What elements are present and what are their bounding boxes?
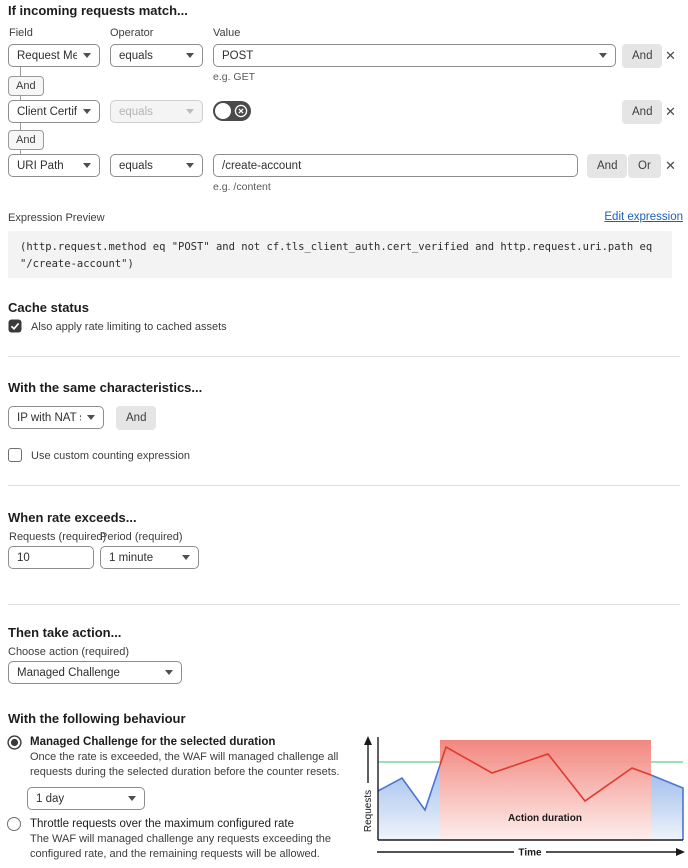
section-heading-action: Then take action... [8,625,122,640]
requests-label: Requests (required) [9,531,107,543]
requests-line-above [439,745,652,803]
y-arrow-head-icon [364,736,372,745]
action-select[interactable]: Managed Challenge [8,661,182,684]
chevron-down-icon [186,53,194,58]
x-axis-label: Time [518,848,542,859]
edit-expression-link[interactable]: Edit expression [604,211,683,223]
value-combobox-row1-value: POST [222,49,254,62]
field-select-row2[interactable]: Client Certific... [8,100,100,123]
field-select-row1[interactable]: Request Meth... [8,44,100,67]
section-divider [8,485,680,486]
chevron-down-icon [83,163,91,168]
expression-code: (http.request.method eq "POST" and not c… [8,231,672,278]
operator-select-row1-value: equals [119,49,153,62]
requests-input[interactable] [8,546,94,569]
and-characteristic-button[interactable]: And [116,406,157,430]
duration-option-desc: Once the rate is exceeded, the WAF will … [30,751,340,778]
requests-line-below-right [650,774,684,840]
characteristic-select[interactable]: IP with NAT s... [8,406,104,429]
throttle-option-title: Throttle requests over the maximum confi… [30,818,294,830]
toggle-knob [215,103,231,119]
field-select-row3[interactable]: URI Path [8,154,100,177]
custom-counting-checkbox-label: Use custom counting expression [31,450,190,462]
behaviour-chart: Requests Time Action duration [363,736,685,859]
operator-column-label: Operator [110,27,154,39]
chevron-down-icon [83,53,91,58]
value-input-row3[interactable] [213,154,578,177]
cached-assets-checkbox-checked[interactable] [8,319,22,333]
action-duration-region [440,740,651,840]
and-condition-button-row3[interactable]: And [587,154,628,178]
characteristic-select-value: IP with NAT s... [17,411,81,424]
action-select-value: Managed Challenge [17,666,120,679]
custom-counting-checkbox[interactable] [8,448,22,462]
value-hint-row1: e.g. GET [213,71,256,83]
and-connector-chip-1: And [8,76,44,96]
section-divider [8,604,680,605]
duration-option-title: Managed Challenge for the selected durat… [30,736,276,748]
close-icon-row3[interactable]: ✕ [665,158,676,173]
x-arrow-head-icon [676,848,685,856]
operator-select-row3-value: equals [119,159,153,172]
section-heading-behaviour: With the following behaviour [8,711,186,726]
action-duration-annotation: Action duration [508,813,582,824]
duration-select[interactable]: 1 day [27,787,145,810]
value-combobox-row1[interactable]: POST [213,44,616,67]
chevron-down-icon [165,670,173,675]
chevron-down-icon [128,796,136,801]
choose-action-label: Choose action (required) [8,646,130,658]
operator-select-row3[interactable]: equals [110,154,203,177]
duration-select-value: 1 day [36,792,65,805]
duration-radio-selected[interactable] [7,735,22,750]
operator-select-row1[interactable]: equals [110,44,203,67]
chevron-down-icon [87,415,95,420]
field-select-row2-value: Client Certific... [17,105,77,118]
period-select-value: 1 minute [109,551,154,564]
field-select-row3-value: URI Path [17,159,64,172]
section-heading-rate: When rate exceeds... [8,510,137,525]
section-divider [8,356,680,357]
requests-area-below-right [651,775,683,840]
section-heading-cache: Cache status [8,300,89,315]
toggle-x-icon [234,104,248,118]
cert-verified-toggle[interactable] [213,101,251,121]
period-label: Period (required) [100,531,183,543]
and-condition-button-row1[interactable]: And [622,44,663,68]
value-column-label: Value [213,27,241,39]
chevron-down-icon [186,109,194,114]
chevron-down-icon [83,109,91,114]
field-column-label: Field [9,27,33,39]
throttle-radio-unselected[interactable] [7,817,21,831]
value-hint-row3: e.g. /content [213,181,271,193]
field-select-row1-value: Request Meth... [17,49,77,62]
or-condition-button-row3[interactable]: Or [628,154,661,178]
and-connector-chip-2: And [8,130,44,150]
y-axis-label: Requests [363,790,374,832]
chevron-down-icon [186,163,194,168]
requests-area-below-left [378,765,440,840]
close-icon-row1[interactable]: ✕ [665,48,676,63]
chevron-down-icon [182,555,190,560]
close-icon-row2[interactable]: ✕ [665,104,676,119]
chevron-down-icon [599,53,607,58]
throttle-option-desc: The WAF will managed challenge any reque… [30,833,332,860]
operator-select-row2-disabled: equals [110,100,203,123]
operator-select-row2-value: equals [119,105,153,118]
period-select[interactable]: 1 minute [100,546,199,569]
section-heading-characteristics: With the same characteristics... [8,380,203,395]
cached-assets-checkbox-label: Also apply rate limiting to cached asset… [31,321,227,333]
section-heading-match: If incoming requests match... [8,3,188,18]
requests-line-below-left [377,764,441,812]
expression-preview-label: Expression Preview [8,212,105,224]
and-condition-button-row2[interactable]: And [622,100,663,124]
